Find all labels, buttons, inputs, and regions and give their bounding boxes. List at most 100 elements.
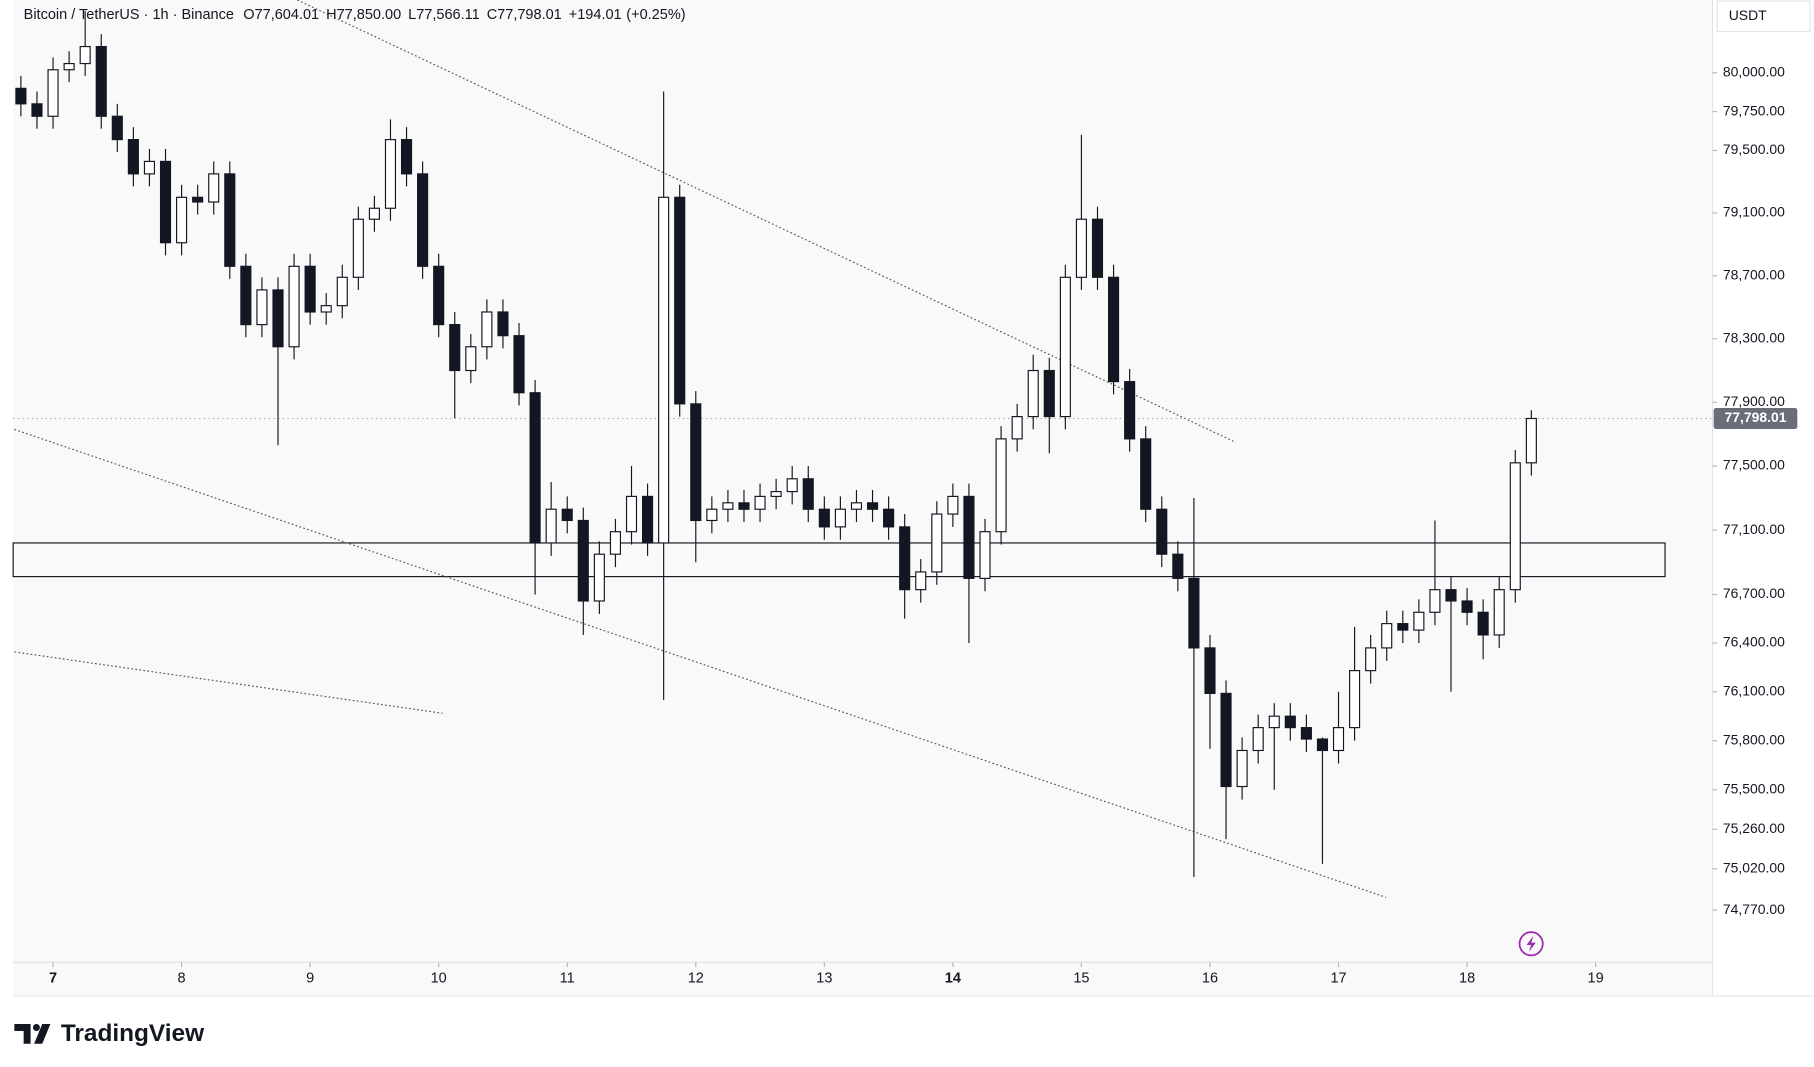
candle-body (336, 276, 348, 307)
x-tick-label: 15 (1073, 970, 1089, 986)
candle-body (915, 571, 927, 591)
candle-body (1108, 276, 1120, 383)
candle-body (674, 196, 686, 405)
candle-body (545, 508, 557, 544)
x-tick-label: 13 (816, 970, 832, 986)
ohlc-value: 77,850.00 (337, 7, 402, 23)
ohlc-value: 77,798.01 (497, 7, 562, 23)
candle-body (127, 139, 139, 175)
candle-body (47, 69, 59, 117)
candle-body (256, 289, 268, 326)
ohlc-value: 77,566.11 (416, 7, 479, 23)
candle-body (754, 495, 766, 510)
last-price-label: 77,798.01 (1724, 409, 1786, 425)
candle-body (1365, 647, 1377, 672)
x-tick-label: 8 (178, 970, 186, 986)
y-tick-label: 75,020.00 (1723, 859, 1785, 875)
candle-body (176, 196, 188, 244)
candle-body (738, 502, 750, 510)
candle-body (1236, 749, 1248, 788)
y-tick-label: 77,500.00 (1723, 457, 1785, 473)
candle-body (818, 508, 830, 528)
candle-body (802, 478, 814, 510)
candle-body (529, 392, 541, 544)
candle-body (1397, 623, 1409, 631)
brand-name: TradingView (61, 1020, 205, 1047)
candle-body (1075, 218, 1087, 278)
candle-body (979, 531, 991, 579)
candle-body (79, 45, 91, 65)
ohlc-value: 77,604.01 (255, 7, 320, 23)
x-tick-label: 19 (1588, 970, 1604, 986)
candle-body (288, 265, 300, 348)
x-tick-label: 14 (945, 970, 961, 986)
candle-body (1204, 647, 1216, 694)
x-tick-label: 11 (560, 970, 575, 986)
x-axis-area (13, 962, 1713, 997)
candle-body (1172, 553, 1184, 579)
chart-header: Bitcoin / TetherUS · 1h · Binance O77,604… (24, 7, 686, 23)
candle-body (899, 526, 911, 591)
candle-body (577, 519, 589, 602)
change-value: +194.01 (569, 7, 622, 23)
candle-body (208, 173, 220, 203)
candle-body (850, 502, 863, 510)
x-tick-label: 16 (1202, 970, 1218, 986)
candle-body (1011, 415, 1023, 440)
candle-body (706, 508, 718, 522)
candle-body (449, 324, 461, 372)
candle-body (658, 196, 670, 544)
y-tick-label: 76,700.00 (1723, 585, 1785, 601)
symbol[interactable]: Bitcoin / TetherUS · 1h · Binance (24, 7, 234, 23)
candle-body (384, 139, 397, 209)
candle-body (883, 508, 895, 528)
candle-body (352, 218, 364, 278)
x-tick-label: 9 (306, 970, 314, 986)
y-tick-label: 74,770.00 (1723, 901, 1785, 917)
y-tick-label: 79,750.00 (1723, 102, 1785, 118)
candle-body (1140, 438, 1152, 510)
candle-body (320, 305, 332, 313)
candle-body (1525, 417, 1537, 464)
candle-body (95, 45, 107, 117)
y-tick-label: 76,100.00 (1723, 682, 1785, 698)
candle-body (1477, 611, 1489, 636)
candle-body (1349, 670, 1361, 729)
y-tick-label: 79,100.00 (1723, 204, 1785, 220)
ohlc-prefix: H (326, 7, 336, 23)
candle-body (1124, 381, 1136, 440)
lightning-icon[interactable] (1518, 931, 1544, 957)
candle-body (1059, 276, 1071, 418)
ohlc-prefix: O (243, 7, 254, 23)
y-tick-label: 77,100.00 (1723, 521, 1785, 537)
brand-logo[interactable]: TradingView (14, 1020, 205, 1047)
ohlc-prefix: C (487, 7, 497, 23)
currency-box[interactable] (1716, 0, 1811, 32)
y-tick-label: 78,300.00 (1723, 330, 1785, 346)
candle-body (1413, 611, 1425, 631)
candle-body (625, 495, 638, 533)
candle-body (1027, 369, 1039, 418)
candle-body (1268, 715, 1280, 729)
candle-body (15, 87, 27, 105)
candle-body (143, 160, 156, 175)
candle-body (1252, 727, 1264, 752)
candle-body (1220, 692, 1232, 788)
y-tick-label: 76,400.00 (1723, 634, 1785, 650)
candle-body (834, 508, 846, 528)
candle-body (1091, 218, 1104, 278)
x-tick-label: 12 (688, 970, 704, 986)
candle-body (947, 495, 959, 515)
x-tick-label: 10 (431, 970, 447, 986)
candle-body (786, 478, 798, 493)
candle-body (722, 502, 734, 510)
candle-body (1156, 508, 1168, 555)
candle-body (1300, 727, 1312, 740)
candle-body (1316, 738, 1329, 752)
candle-body (1445, 589, 1457, 602)
candle-body (417, 173, 429, 267)
candle-body (31, 103, 43, 117)
candle-body (304, 265, 316, 313)
